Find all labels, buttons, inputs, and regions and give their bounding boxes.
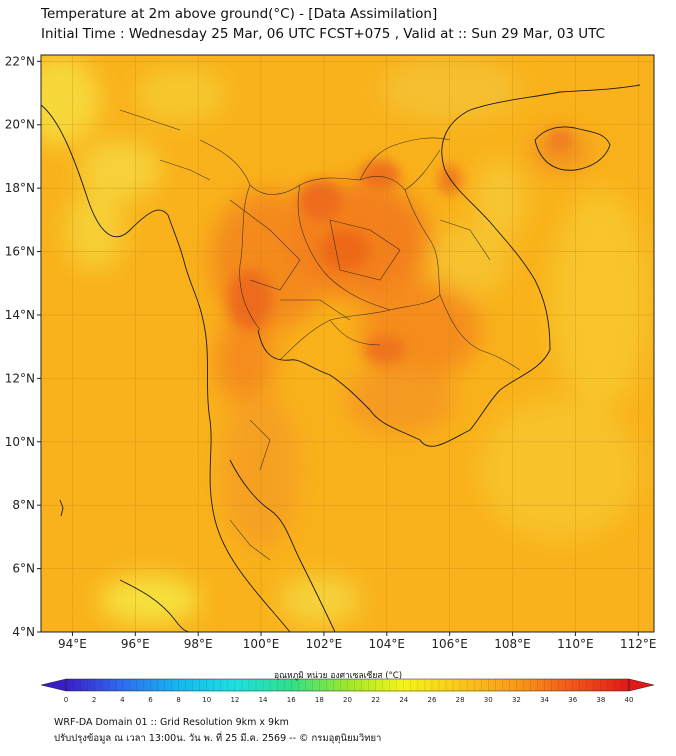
colorbar-tick-label: 30	[484, 696, 493, 704]
lat-tick-label: 16°N	[5, 245, 35, 259]
lon-tick-label: 108°E	[494, 637, 531, 651]
colorbar-tick-label: 26	[427, 696, 436, 704]
lon-tick-label: 104°E	[369, 637, 406, 651]
lat-tick-label: 22°N	[5, 54, 35, 68]
colorbar-tick-label: 40	[625, 696, 634, 704]
footer-update-info: ปรับปรุงข้อมูล ณ เวลา 13:00น. วัน พ. ที่…	[54, 733, 382, 744]
map-grid	[41, 55, 654, 632]
colorbar-label: อุณหภูมิ หน่วย องศาเซลเซียส (°C)	[273, 671, 403, 681]
lon-tick-label: 94°E	[58, 637, 87, 651]
colorbar-tick-label: 12	[230, 696, 239, 704]
lon-tick-label: 106°E	[431, 637, 468, 651]
lon-tick-label: 112°E	[620, 637, 657, 651]
colorbar-tick-label: 20	[343, 696, 352, 704]
colorbar-tick-label: 8	[176, 696, 180, 704]
lat-tick-label: 14°N	[5, 308, 35, 322]
colorbar-tick-label: 32	[512, 696, 521, 704]
lat-tick-label: 12°N	[5, 371, 35, 385]
colorbar-tick-label: 18	[315, 696, 324, 704]
colorbar-max-arrow	[628, 678, 655, 692]
colorbar-tick-label: 2	[92, 696, 96, 704]
colorbar-tick-label: 28	[456, 696, 465, 704]
colorbar-tick-label: 22	[371, 696, 380, 704]
chart-subtitle: Initial Time : Wednesday 25 Mar, 06 UTC …	[41, 26, 606, 42]
colorbar-tick-label: 38	[596, 696, 605, 704]
colorbar-tick-label: 4	[120, 696, 125, 704]
colorbar-tick-label: 16	[287, 696, 296, 704]
colorbar-tick-label: 24	[399, 696, 408, 704]
colorbar-tick-label: 0	[64, 696, 68, 704]
lat-axis: 4°N 6°N 8°N 10°N 12°N 14°N 16°N 18°N 20°N 22°N	[5, 54, 41, 639]
chart-title: Temperature at 2m above ground(°C) - [Da…	[41, 6, 438, 22]
lat-tick-label: 18°N	[5, 181, 35, 195]
admin-borders	[119, 109, 521, 561]
lat-tick-label: 10°N	[5, 435, 35, 449]
lon-tick-label: 110°E	[557, 637, 594, 651]
lon-tick-label: 98°E	[184, 637, 213, 651]
lon-tick-label: 96°E	[121, 637, 150, 651]
lat-tick-label: 20°N	[5, 118, 35, 132]
lon-tick-label: 102°E	[306, 637, 343, 651]
colorbar-tick-label: 6	[148, 696, 153, 704]
lat-tick-label: 8°N	[12, 498, 35, 512]
colorbar-tick-label: 10	[202, 696, 211, 704]
lon-tick-label: 100°E	[243, 637, 280, 651]
lat-tick-label: 6°N	[12, 562, 35, 576]
colorbar: 0 2 4 6 8 10 12 14 16 18 20 22 24 26 28 30 32 34 36 38 40	[40, 678, 655, 704]
colorbar-tick-label: 14	[259, 696, 268, 704]
coastlines	[41, 84, 641, 632]
lat-tick-label: 4°N	[12, 625, 35, 639]
map-frame	[40, 54, 655, 633]
colorbar-tick-label: 36	[568, 696, 577, 704]
footer-model-info: WRF-DA Domain 01 :: Grid Resolution 9km …	[54, 717, 289, 728]
colorbar-tick-label: 34	[540, 696, 549, 704]
lon-axis: 94°E 96°E 98°E 100°E 102°E 104°E 106°E 108°E 110…	[58, 632, 657, 651]
